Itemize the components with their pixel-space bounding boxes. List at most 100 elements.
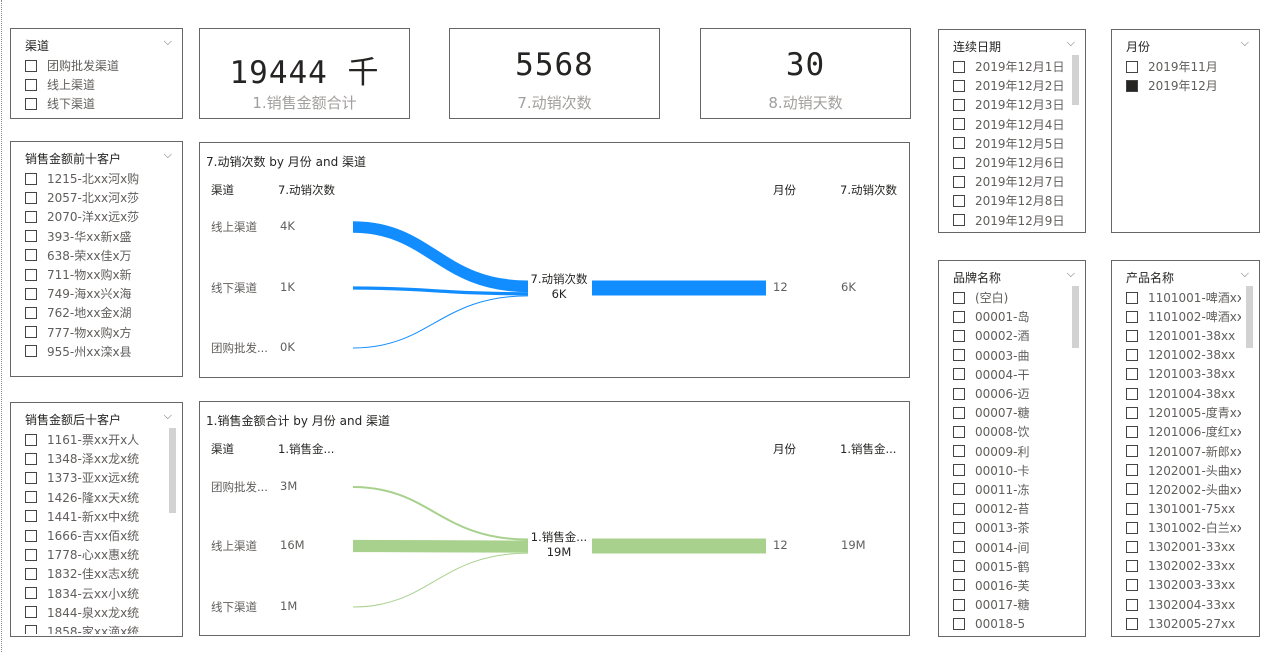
checkbox[interactable]: [25, 230, 37, 243]
checkbox[interactable]: [953, 118, 965, 131]
checkbox[interactable]: [25, 59, 37, 72]
checkbox[interactable]: [25, 587, 37, 600]
checkbox[interactable]: [1126, 406, 1138, 419]
checkbox[interactable]: [953, 137, 965, 150]
checkbox[interactable]: [25, 471, 37, 484]
scrollbar[interactable]: [1246, 286, 1253, 348]
slicer-item[interactable]: 00009-利: [953, 442, 1067, 461]
checkbox[interactable]: [953, 387, 965, 400]
slicer-item[interactable]: 2019年11月: [1126, 57, 1241, 76]
checkbox[interactable]: [953, 425, 965, 438]
checkbox[interactable]: [1126, 560, 1138, 573]
checkbox[interactable]: [953, 368, 965, 381]
checkbox[interactable]: [1126, 310, 1138, 323]
slicer-item[interactable]: 1302001-33xx: [1126, 537, 1241, 556]
checkbox[interactable]: [25, 191, 37, 204]
slicer-item[interactable]: 00015-鹤: [953, 557, 1067, 576]
slicer-item[interactable]: 00017-糖: [953, 595, 1067, 614]
slicer-item[interactable]: 1373-亚xx远x统: [25, 468, 164, 487]
slicer-item[interactable]: 1101001-啤酒xx: [1126, 288, 1241, 307]
slicer-item[interactable]: 1832-佳xx志x统: [25, 564, 164, 583]
checkbox[interactable]: [25, 548, 37, 561]
slicer-item[interactable]: 团购批发渠道: [25, 56, 164, 75]
slicer-item[interactable]: 1426-隆xx天x统: [25, 488, 164, 507]
slicer-item[interactable]: 1201007-新郎xx: [1126, 442, 1241, 461]
slicer-item[interactable]: 762-地xx金x湖: [25, 303, 164, 322]
slicer-item[interactable]: 2019年12月8日: [953, 191, 1067, 210]
slicer-item[interactable]: 2019年12月: [1126, 76, 1241, 95]
slicer-item[interactable]: 1201003-38xx: [1126, 365, 1241, 384]
checkbox[interactable]: [25, 172, 37, 185]
checkbox[interactable]: [25, 326, 37, 339]
checkbox[interactable]: [953, 445, 965, 458]
checkbox[interactable]: [25, 78, 37, 91]
checkbox[interactable]: [1126, 483, 1138, 496]
slicer-item[interactable]: 1778-心xx惠x统: [25, 545, 164, 564]
slicer-item[interactable]: 00002-酒: [953, 326, 1067, 345]
checkbox[interactable]: [1126, 541, 1138, 554]
checkbox[interactable]: [1126, 617, 1138, 630]
scrollbar[interactable]: [1072, 55, 1079, 105]
checkbox[interactable]: [953, 291, 965, 304]
checkbox[interactable]: [953, 560, 965, 573]
slicer-item[interactable]: 1441-新xx中x统: [25, 507, 164, 526]
slicer-item[interactable]: 955-州xx滦x县: [25, 342, 164, 361]
checkbox[interactable]: [1126, 425, 1138, 438]
slicer-item[interactable]: 1302005-27xx: [1126, 614, 1241, 632]
checkbox[interactable]: [1126, 79, 1138, 92]
checkbox[interactable]: [953, 521, 965, 534]
slicer-item[interactable]: 00014-间: [953, 537, 1067, 556]
chevron-down-icon[interactable]: ⌵: [163, 148, 172, 161]
sankey-flow[interactable]: [352, 286, 529, 296]
checkbox[interactable]: [25, 287, 37, 300]
checkbox[interactable]: [953, 60, 965, 73]
slicer-item[interactable]: 1666-吉xx佰x统: [25, 526, 164, 545]
checkbox[interactable]: [953, 156, 965, 169]
slicer-item[interactable]: 638-荣xx佳x万: [25, 246, 164, 265]
checkbox[interactable]: [25, 606, 37, 619]
slicer-item[interactable]: 2019年12月1日: [953, 57, 1067, 76]
checkbox[interactable]: [1126, 579, 1138, 592]
slicer-item[interactable]: 1844-泉xx龙x统: [25, 603, 164, 622]
slicer-item[interactable]: 1302004-33xx: [1126, 595, 1241, 614]
checkbox[interactable]: [953, 349, 965, 362]
chevron-down-icon[interactable]: ⌵: [1240, 267, 1249, 280]
slicer-item[interactable]: 00012-苔: [953, 499, 1067, 518]
slicer-item[interactable]: 2019年12月7日: [953, 172, 1067, 191]
chevron-down-icon[interactable]: ⌵: [1066, 36, 1075, 49]
checkbox[interactable]: [953, 194, 965, 207]
slicer-item[interactable]: 00011-冻: [953, 480, 1067, 499]
checkbox[interactable]: [25, 345, 37, 358]
sankey-target-flow[interactable]: [592, 280, 766, 296]
sankey-flow[interactable]: [352, 485, 529, 541]
checkbox[interactable]: [25, 268, 37, 281]
checkbox[interactable]: [1126, 445, 1138, 458]
checkbox[interactable]: [953, 79, 965, 92]
sankey-flow[interactable]: [352, 552, 529, 608]
slicer-item[interactable]: 393-华xx新x盛: [25, 227, 164, 246]
slicer-item[interactable]: 线上渠道: [25, 75, 164, 94]
chevron-down-icon[interactable]: ⌵: [1066, 267, 1075, 280]
slicer-item[interactable]: 1301001-75xx: [1126, 499, 1241, 518]
slicer-item[interactable]: 线下渠道: [25, 94, 164, 113]
slicer-item[interactable]: 749-海xx兴x海: [25, 284, 164, 303]
slicer-item[interactable]: 00013-茶: [953, 518, 1067, 537]
slicer-item[interactable]: 2057-北xx河x莎: [25, 188, 164, 207]
slicer-item[interactable]: 1201005-度青xx: [1126, 403, 1241, 422]
sankey-flow[interactable]: [352, 295, 529, 349]
slicer-item[interactable]: 1201002-38xx: [1126, 346, 1241, 365]
slicer-item[interactable]: 1858-家xx滴x统: [25, 622, 164, 634]
sankey-flow[interactable]: [352, 221, 529, 293]
slicer-item[interactable]: 00004-干: [953, 365, 1067, 384]
checkbox[interactable]: [25, 567, 37, 580]
slicer-item[interactable]: 00001-岛: [953, 307, 1067, 326]
slicer-item[interactable]: 1302003-33xx: [1126, 576, 1241, 595]
slicer-item[interactable]: 1202001-头曲xx: [1126, 461, 1241, 480]
checkbox[interactable]: [25, 491, 37, 504]
checkbox[interactable]: [1126, 329, 1138, 342]
slicer-item[interactable]: 1202002-头曲xx: [1126, 480, 1241, 499]
slicer-item[interactable]: 00008-饮: [953, 422, 1067, 441]
checkbox[interactable]: [953, 483, 965, 496]
scrollbar[interactable]: [1072, 286, 1079, 348]
checkbox[interactable]: [953, 464, 965, 477]
